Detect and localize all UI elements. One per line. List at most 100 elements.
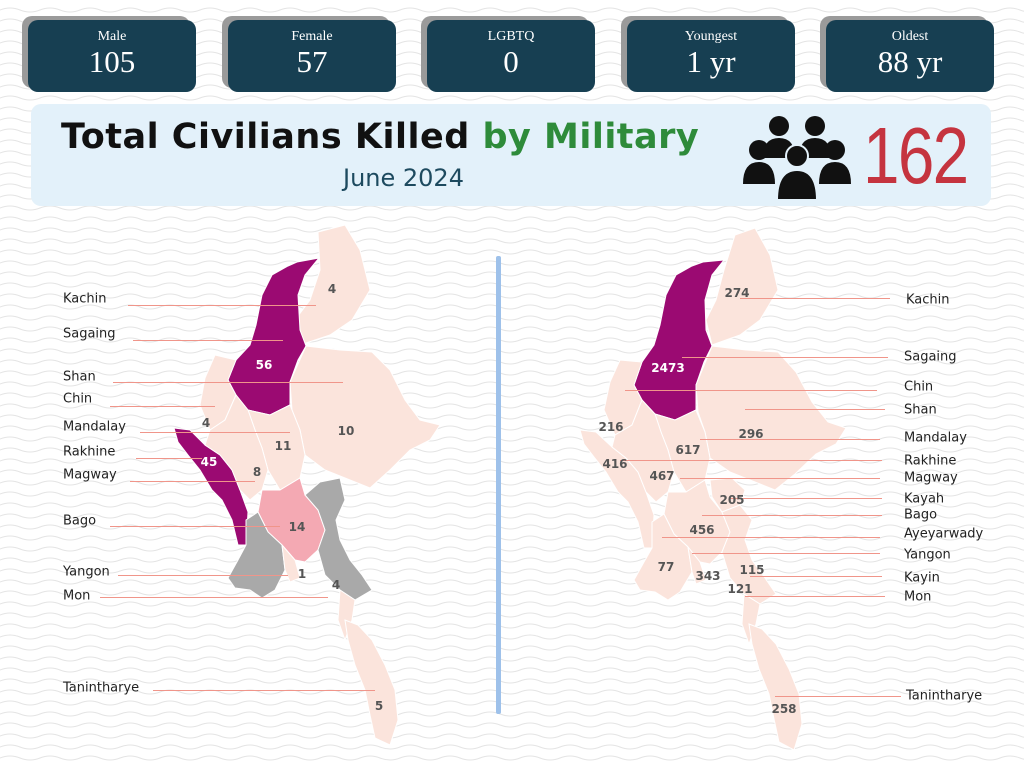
right-value-yangon: 343 bbox=[695, 569, 721, 583]
leader-line bbox=[775, 696, 901, 697]
stat-value: 105 bbox=[88, 44, 136, 79]
right-label-yangon: Yangon bbox=[904, 547, 951, 563]
left-label-rakhine: Rakhine bbox=[63, 444, 116, 460]
right-label-magway: Magway bbox=[904, 470, 958, 486]
right-value-kayah: 205 bbox=[719, 493, 745, 507]
left-label-chin: Chin bbox=[63, 391, 93, 407]
left-value-mon: 4 bbox=[331, 578, 341, 592]
stat-value: 88 yr bbox=[877, 44, 943, 79]
map-divider bbox=[496, 256, 501, 714]
left-label-sagaing: Sagaing bbox=[63, 326, 116, 342]
stat-card-male: Male 105 bbox=[28, 20, 196, 92]
left-value-magway: 8 bbox=[252, 465, 262, 479]
leader-line bbox=[740, 298, 890, 299]
title-part1: Total Civilians Killed bbox=[61, 117, 470, 157]
stat-label: Youngest bbox=[684, 29, 738, 44]
leader-line bbox=[625, 390, 877, 391]
right-value-sagaing: 2473 bbox=[651, 361, 685, 375]
leader-line bbox=[692, 553, 880, 554]
left-region-kachin bbox=[294, 224, 371, 346]
leader-line bbox=[750, 576, 882, 577]
left-region-shan bbox=[289, 345, 441, 489]
stat-card-lgbtq: LGBTQ 0 bbox=[427, 20, 595, 92]
people-group-icon bbox=[743, 116, 851, 201]
left-value-mandalay: 11 bbox=[274, 439, 292, 453]
stat-label: LGBTQ bbox=[487, 29, 535, 44]
left-label-yangon: Yangon bbox=[63, 564, 110, 580]
left-value-kachin: 4 bbox=[327, 282, 337, 296]
stat-label: Female bbox=[291, 29, 333, 44]
leader-line bbox=[136, 458, 202, 459]
left-value-bago: 14 bbox=[288, 520, 306, 534]
right-value-ayeyarwady: 77 bbox=[657, 560, 675, 574]
right-label-rakhine: Rakhine bbox=[904, 453, 957, 469]
left-region-ayeyarwady bbox=[227, 511, 286, 599]
right-region-kayin bbox=[721, 504, 777, 605]
left-region-tanintharye bbox=[344, 619, 399, 746]
leader-line bbox=[140, 432, 290, 433]
leader-line bbox=[662, 537, 880, 538]
title-banner: Total Civilians Killed by Military June … bbox=[31, 104, 991, 206]
leader-line bbox=[730, 498, 882, 499]
leader-line bbox=[620, 460, 882, 461]
right-value-mon: 121 bbox=[727, 582, 753, 596]
leader-line bbox=[133, 340, 283, 341]
right-label-kachin: Kachin bbox=[906, 292, 950, 308]
page-title: Total Civilians Killed by Military bbox=[61, 117, 699, 157]
right-label-ayeyarwady: Ayeyarwady bbox=[904, 526, 984, 542]
right-region-ayeyarwady bbox=[633, 513, 693, 601]
right-label-shan: Shan bbox=[904, 402, 937, 418]
right-region-yangon bbox=[687, 545, 707, 585]
left-value-rakhine: 45 bbox=[200, 455, 218, 469]
right-value-kayin: 115 bbox=[739, 563, 765, 577]
leader-line bbox=[113, 382, 343, 383]
right-label-kayah: Kayah bbox=[904, 491, 945, 507]
leader-line bbox=[153, 690, 375, 691]
right-value-chin: 216 bbox=[598, 420, 624, 434]
right-label-mandalay: Mandalay bbox=[904, 430, 967, 446]
leader-line bbox=[130, 481, 255, 482]
left-value-tanintharye: 5 bbox=[374, 699, 384, 713]
left-label-bago: Bago bbox=[63, 513, 97, 529]
stat-value: 1 yr bbox=[686, 44, 736, 79]
left-region-kayin bbox=[304, 477, 373, 601]
right-label-bago: Bago bbox=[904, 507, 938, 523]
leader-line bbox=[100, 597, 328, 598]
left-map bbox=[173, 224, 441, 746]
total-killed: 162 bbox=[863, 111, 969, 200]
left-label-mandalay: Mandalay bbox=[63, 419, 126, 435]
right-label-tanintharye: Tanintharye bbox=[906, 688, 983, 704]
leader-line bbox=[118, 575, 288, 576]
leader-line bbox=[110, 526, 280, 527]
right-label-mon: Mon bbox=[904, 589, 932, 605]
right-region-tanintharye bbox=[748, 623, 803, 751]
right-label-kayin: Kayin bbox=[904, 570, 940, 586]
leader-line bbox=[128, 305, 316, 306]
leader-line bbox=[745, 409, 885, 410]
right-value-tanintharye: 258 bbox=[771, 702, 797, 716]
right-region-kachin bbox=[705, 227, 779, 346]
right-map bbox=[579, 227, 847, 751]
right-label-chin: Chin bbox=[904, 379, 934, 395]
left-label-mon: Mon bbox=[63, 588, 91, 604]
stat-card-oldest: Oldest 88 yr bbox=[826, 20, 994, 92]
left-label-tanintharye: Tanintharye bbox=[63, 680, 140, 696]
right-region-shan bbox=[695, 345, 847, 491]
stat-card-female: Female 57 bbox=[228, 20, 396, 92]
right-value-rakhine: 416 bbox=[602, 457, 628, 471]
left-value-shan: 10 bbox=[337, 424, 355, 438]
left-label-magway: Magway bbox=[63, 467, 117, 483]
right-value-bago: 456 bbox=[689, 523, 715, 537]
stat-card-youngest: Youngest 1 yr bbox=[627, 20, 795, 92]
left-label-shan: Shan bbox=[63, 369, 96, 385]
left-region-magway bbox=[204, 394, 269, 501]
title-part2: by Military bbox=[482, 117, 700, 157]
right-value-mandalay: 617 bbox=[675, 443, 701, 457]
stat-label: Male bbox=[97, 29, 127, 44]
leader-line bbox=[110, 406, 215, 407]
right-value-magway: 467 bbox=[649, 469, 675, 483]
leader-line bbox=[702, 515, 882, 516]
page-subtitle: June 2024 bbox=[343, 164, 464, 192]
left-label-kachin: Kachin bbox=[63, 291, 107, 307]
